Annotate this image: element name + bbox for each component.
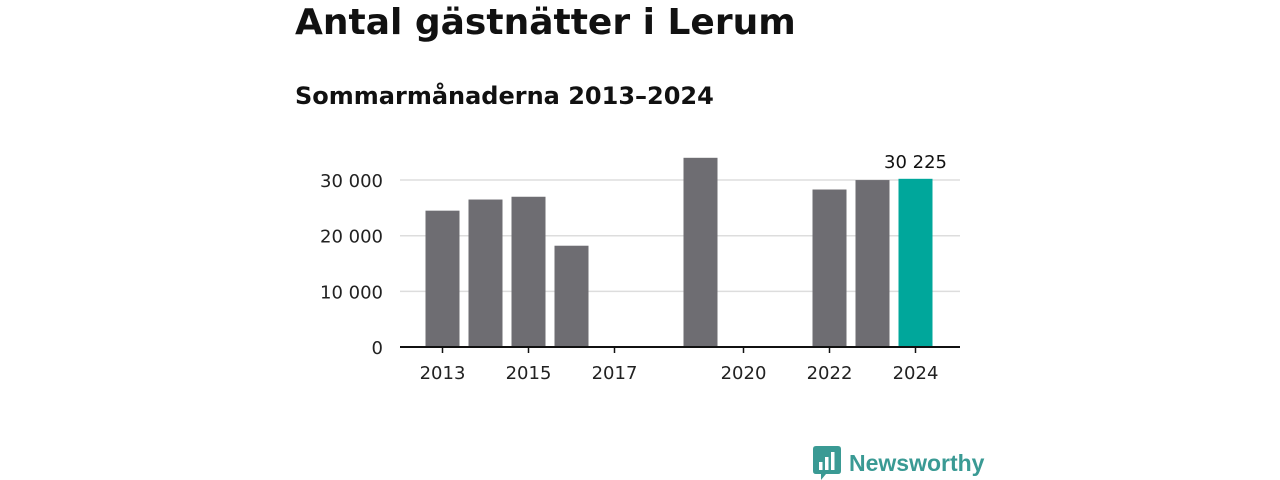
bar-chart: 0 10 000 20 000 30 000 2013 2015 2017 2020 2022 2… xyxy=(320,152,960,384)
data-label: 30 225 xyxy=(884,152,947,173)
brand-name: Newsworthy xyxy=(849,449,985,476)
x-tick-label: 2013 xyxy=(420,363,466,384)
x-tick-label: 2017 xyxy=(592,363,638,384)
bar xyxy=(683,157,718,347)
bar xyxy=(855,180,890,347)
x-tick-label: 2024 xyxy=(893,363,939,384)
y-tick-label: 0 xyxy=(372,338,383,359)
newsworthy-logo-icon xyxy=(813,446,841,480)
bar xyxy=(554,245,589,347)
x-tick-label: 2020 xyxy=(721,363,767,384)
bar xyxy=(812,189,847,347)
bar xyxy=(468,199,503,347)
bar xyxy=(511,196,546,347)
brand-logo: Newsworthy xyxy=(813,446,984,480)
y-tick-label: 30 000 xyxy=(320,171,383,192)
bar xyxy=(898,178,933,347)
y-tick-label: 10 000 xyxy=(320,282,383,303)
x-tick-label: 2015 xyxy=(506,363,552,384)
x-tick-label: 2022 xyxy=(807,363,853,384)
chart-title: Antal gästnätter i Lerum xyxy=(295,2,796,43)
bar xyxy=(425,210,460,347)
y-tick-label: 20 000 xyxy=(320,227,383,248)
chart-subtitle: Sommarmånaderna 2013–2024 xyxy=(295,82,714,110)
